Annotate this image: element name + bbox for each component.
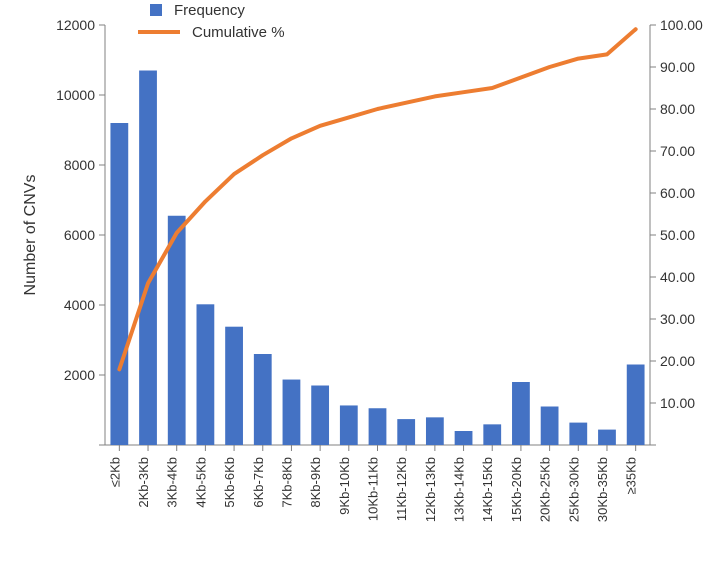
- x-tick-label: 25Kb-30Kb: [566, 457, 581, 522]
- chart-svg: 2000 4000 6000 8000 10000 12000 Number of CNVs…: [0, 0, 728, 563]
- x-tick-label: 7Kb-8Kb: [279, 457, 294, 508]
- bar: [541, 407, 559, 446]
- x-tick-label: 10Kb-11Kb: [366, 457, 381, 521]
- x-tick-label: 4Kb-5Kb: [193, 457, 208, 508]
- bar: [512, 382, 530, 445]
- bar: [254, 354, 272, 445]
- x-tick-label: 15Kb-20Kb: [509, 457, 524, 522]
- y-axis-label: Number of CNVs: [22, 175, 39, 296]
- bar: [483, 424, 501, 445]
- legend-swatch-bar: [150, 4, 162, 16]
- bar: [569, 423, 587, 445]
- x-tick-label: 2Kb-3Kb: [136, 457, 151, 508]
- pareto-chart: 2000 4000 6000 8000 10000 12000 Number of CNVs…: [0, 0, 728, 563]
- bar: [627, 365, 645, 446]
- y-left-tick-label: 10000: [56, 87, 95, 103]
- x-tick-label: 12Kb-13Kb: [423, 457, 438, 522]
- bar: [311, 386, 329, 446]
- y-left-tick-label: 6000: [64, 227, 95, 243]
- x-tick-label: 20Kb-25Kb: [538, 457, 553, 522]
- y-right-tick-label: 50.00: [660, 227, 695, 243]
- x-tick-label: 3Kb-4Kb: [165, 457, 180, 508]
- bar: [225, 327, 243, 445]
- x-tick-label: 9Kb-10Kb: [337, 457, 352, 515]
- x-tick-label: 6Kb-7Kb: [251, 457, 266, 508]
- bar: [455, 431, 473, 445]
- y-right-tick-label: 60.00: [660, 185, 695, 201]
- bar: [168, 216, 186, 445]
- x-tick-label: ≥35Kb: [624, 457, 639, 495]
- y-left-tick-label: 8000: [64, 157, 95, 173]
- y-right-tick-label: 80.00: [660, 101, 695, 117]
- y-right-tick-label: 100.00: [660, 17, 703, 33]
- legend-label: Frequency: [174, 2, 245, 19]
- x-tick-label: 5Kb-6Kb: [222, 457, 237, 508]
- x-tick-label: 13Kb-14Kb: [452, 457, 467, 522]
- y-right-tick-label: 70.00: [660, 143, 695, 159]
- y-right-tick-label: 40.00: [660, 269, 695, 285]
- y-left-tick-label: 4000: [64, 297, 95, 313]
- x-tick-label: 30Kb-35Kb: [595, 457, 610, 522]
- x-tick-label: 8Kb-9Kb: [308, 457, 323, 508]
- x-tick-label: ≤2Kb: [107, 457, 122, 487]
- bar: [110, 123, 128, 445]
- y-left-tick-label: 12000: [56, 17, 95, 33]
- bar: [598, 430, 616, 445]
- bar: [197, 304, 215, 445]
- bar: [283, 380, 301, 445]
- y-right-tick-label: 20.00: [660, 353, 695, 369]
- bar: [369, 408, 387, 445]
- legend-label: Cumulative %: [192, 24, 285, 41]
- bar: [139, 71, 157, 446]
- y-left-tick-label: 2000: [64, 367, 95, 383]
- y-right-tick-label: 30.00: [660, 311, 695, 327]
- x-tick-label: 14Kb-15Kb: [480, 457, 495, 522]
- bar: [397, 419, 415, 445]
- x-tick-label: 11Kb-12Kb: [394, 457, 409, 521]
- y-right-tick-label: 10.00: [660, 395, 695, 411]
- y-right-tick-label: 90.00: [660, 59, 695, 75]
- bar: [426, 417, 444, 445]
- bar: [340, 405, 358, 445]
